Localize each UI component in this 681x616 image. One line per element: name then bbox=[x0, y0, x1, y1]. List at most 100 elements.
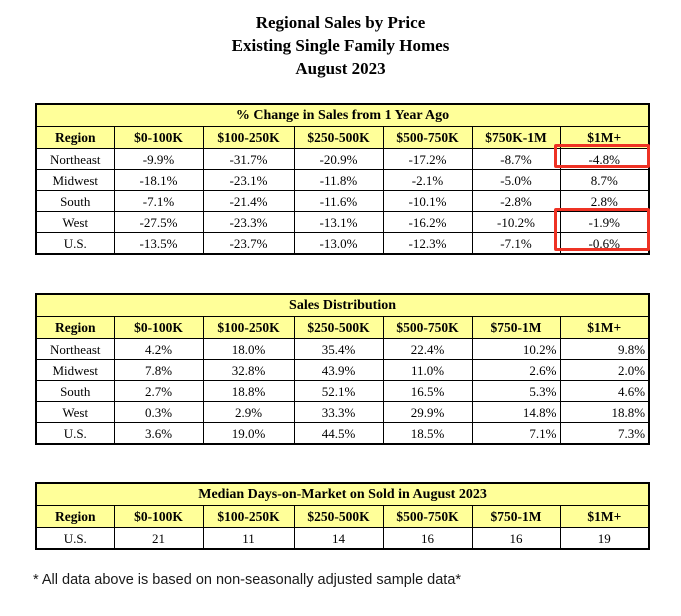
column-header: $0-100K bbox=[113, 316, 204, 339]
table-median-days-on-market: Median Days-on-Market on Sold in August … bbox=[35, 482, 651, 550]
value-cell: 16 bbox=[471, 527, 561, 550]
value-cell: 35.4% bbox=[293, 338, 384, 360]
column-header: $0-100K bbox=[113, 126, 204, 149]
value-cell: -11.8% bbox=[293, 169, 384, 191]
value-cell: -2.1% bbox=[382, 169, 473, 191]
title-line-3: August 2023 bbox=[295, 59, 386, 78]
value-cell: 32.8% bbox=[202, 359, 295, 381]
value-cell: -10.1% bbox=[382, 190, 473, 212]
region-cell: South bbox=[35, 380, 115, 402]
value-cell: -31.7% bbox=[202, 148, 295, 170]
region-cell: Midwest bbox=[35, 169, 115, 191]
value-cell: 19.0% bbox=[202, 422, 295, 445]
value-cell: 2.9% bbox=[202, 401, 295, 423]
table-title: % Change in Sales from 1 Year Ago bbox=[35, 103, 650, 127]
value-cell: -18.1% bbox=[113, 169, 204, 191]
column-header: $750-1M bbox=[471, 316, 561, 339]
table-title: Sales Distribution bbox=[35, 293, 650, 317]
value-cell: -12.3% bbox=[382, 232, 473, 255]
column-header: $250-500K bbox=[293, 505, 384, 528]
value-cell: -23.3% bbox=[202, 211, 295, 233]
table-row: South -7.1% -21.4% -11.6% -10.1% -2.8% 2… bbox=[35, 190, 650, 212]
region-cell: Midwest bbox=[35, 359, 115, 381]
value-cell: -11.6% bbox=[293, 190, 384, 212]
value-cell: -9.9% bbox=[113, 148, 204, 170]
value-cell: -2.8% bbox=[471, 190, 561, 212]
table-row: Midwest -18.1% -23.1% -11.8% -2.1% -5.0%… bbox=[35, 169, 650, 191]
value-cell: 33.3% bbox=[293, 401, 384, 423]
value-cell: 4.6% bbox=[559, 380, 650, 402]
value-cell: 18.0% bbox=[202, 338, 295, 360]
column-header-region: Region bbox=[35, 126, 115, 149]
value-cell: 0.3% bbox=[113, 401, 204, 423]
value-cell: 14 bbox=[293, 527, 384, 550]
value-cell: -23.7% bbox=[202, 232, 295, 255]
value-cell: -21.4% bbox=[202, 190, 295, 212]
region-cell: Northeast bbox=[35, 148, 115, 170]
value-cell: -27.5% bbox=[113, 211, 204, 233]
value-cell: 7.1% bbox=[471, 422, 561, 445]
value-cell: 52.1% bbox=[293, 380, 384, 402]
title-line-2: Existing Single Family Homes bbox=[231, 36, 450, 55]
value-cell: 8.7% bbox=[559, 169, 650, 191]
table-title: Median Days-on-Market on Sold in August … bbox=[35, 482, 650, 506]
value-cell: -7.1% bbox=[471, 232, 561, 255]
table-sales-distribution: Sales Distribution Region $0-100K $100-2… bbox=[35, 293, 651, 445]
column-header: $1M+ bbox=[559, 505, 650, 528]
value-cell: 22.4% bbox=[382, 338, 473, 360]
value-cell: 2.7% bbox=[113, 380, 204, 402]
value-cell: -13.1% bbox=[293, 211, 384, 233]
region-cell: U.S. bbox=[35, 232, 115, 255]
footnote: * All data above is based on non-seasona… bbox=[33, 572, 462, 588]
column-header-region: Region bbox=[35, 505, 115, 528]
value-cell: 16 bbox=[382, 527, 473, 550]
value-cell: -23.1% bbox=[202, 169, 295, 191]
value-cell: 9.8% bbox=[559, 338, 650, 360]
value-cell: -17.2% bbox=[382, 148, 473, 170]
column-header: $1M+ bbox=[559, 126, 650, 149]
table-row: U.S. 3.6% 19.0% 44.5% 18.5% 7.1% 7.3% bbox=[35, 422, 650, 445]
region-cell: Northeast bbox=[35, 338, 115, 360]
value-cell: 18.5% bbox=[382, 422, 473, 445]
value-cell: 44.5% bbox=[293, 422, 384, 445]
column-header: $100-250K bbox=[202, 505, 295, 528]
value-cell: -13.5% bbox=[113, 232, 204, 255]
value-cell: 5.3% bbox=[471, 380, 561, 402]
table-row: Northeast 4.2% 18.0% 35.4% 22.4% 10.2% 9… bbox=[35, 338, 650, 360]
value-cell: 19 bbox=[559, 527, 650, 550]
value-cell: 2.6% bbox=[471, 359, 561, 381]
table-percent-change-sales: % Change in Sales from 1 Year Ago Region… bbox=[35, 103, 650, 255]
column-header: $100-250K bbox=[202, 126, 295, 149]
table-row: South 2.7% 18.8% 52.1% 16.5% 5.3% 4.6% bbox=[35, 380, 650, 402]
table-row: West -27.5% -23.3% -13.1% -16.2% -10.2% … bbox=[35, 211, 650, 233]
value-cell: 2.8% bbox=[559, 190, 650, 212]
value-cell: 11 bbox=[202, 527, 295, 550]
table-row: West 0.3% 2.9% 33.3% 29.9% 14.8% 18.8% bbox=[35, 401, 650, 423]
column-header: $500-750K bbox=[382, 126, 473, 149]
region-cell: South bbox=[35, 190, 115, 212]
region-cell: U.S. bbox=[35, 527, 115, 550]
column-header: $0-100K bbox=[113, 505, 204, 528]
value-cell: 2.0% bbox=[559, 359, 650, 381]
value-cell: 16.5% bbox=[382, 380, 473, 402]
value-cell: 4.2% bbox=[113, 338, 204, 360]
column-header: $250-500K bbox=[293, 126, 384, 149]
value-cell: -7.1% bbox=[113, 190, 204, 212]
value-cell: -10.2% bbox=[471, 211, 561, 233]
table-row: Northeast -9.9% -31.7% -20.9% -17.2% -8.… bbox=[35, 148, 650, 170]
value-cell-highlighted: -1.9% bbox=[559, 211, 650, 233]
table-row: U.S. -13.5% -23.7% -13.0% -12.3% -7.1% -… bbox=[35, 232, 650, 255]
value-cell: -20.9% bbox=[293, 148, 384, 170]
value-cell: -16.2% bbox=[382, 211, 473, 233]
value-cell: 7.3% bbox=[559, 422, 650, 445]
value-cell: 43.9% bbox=[293, 359, 384, 381]
table-row: Midwest 7.8% 32.8% 43.9% 11.0% 2.6% 2.0% bbox=[35, 359, 650, 381]
column-header: $1M+ bbox=[559, 316, 650, 339]
value-cell-highlighted: -4.8% bbox=[559, 148, 650, 170]
value-cell: 11.0% bbox=[382, 359, 473, 381]
value-cell: -8.7% bbox=[471, 148, 561, 170]
value-cell: -13.0% bbox=[293, 232, 384, 255]
value-cell: 29.9% bbox=[382, 401, 473, 423]
value-cell: 18.8% bbox=[202, 380, 295, 402]
